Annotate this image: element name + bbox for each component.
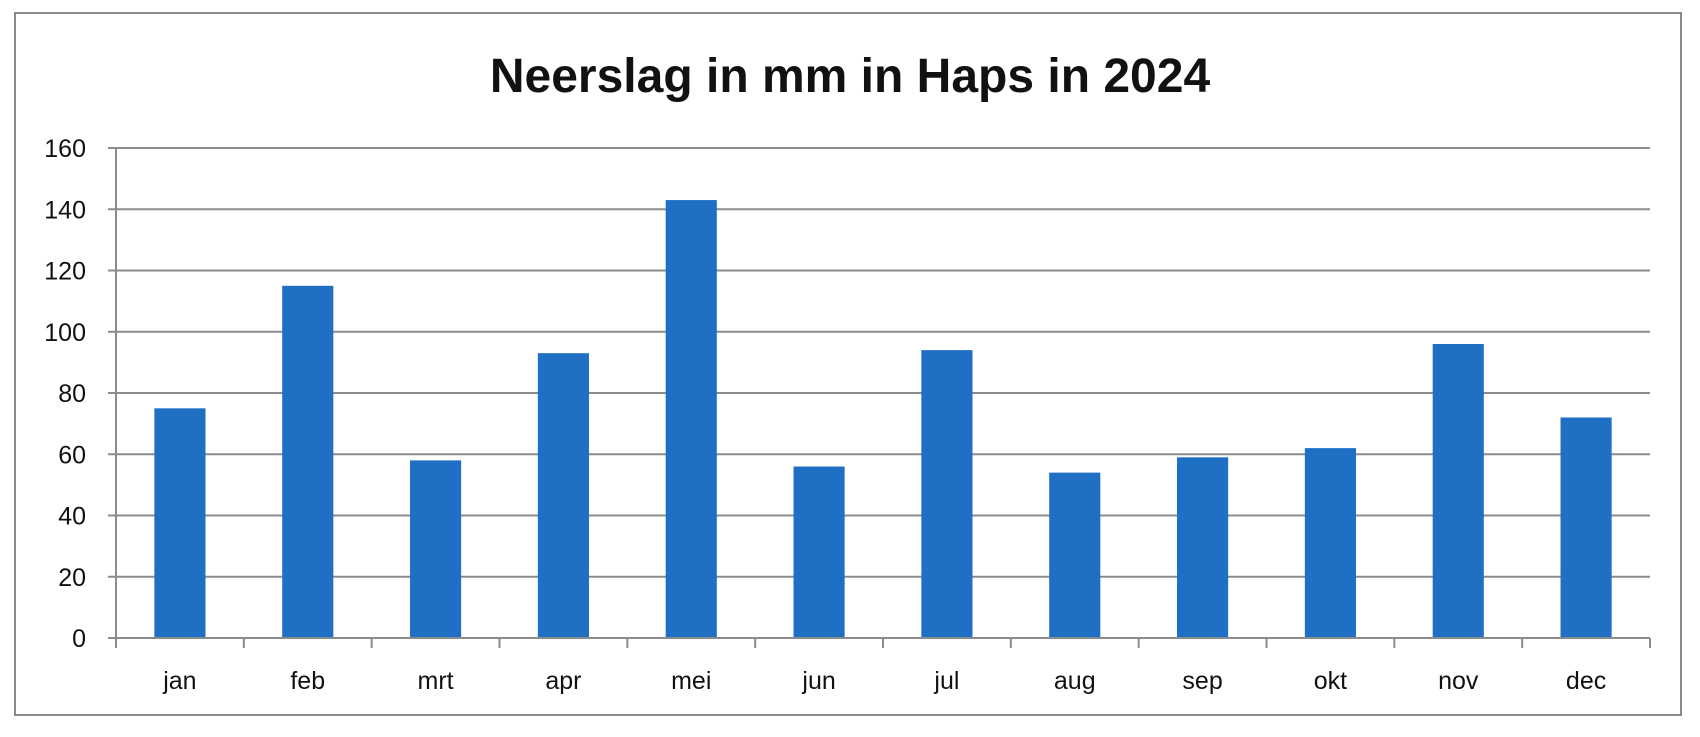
bar-jul — [921, 350, 973, 638]
chart-title: Neerslag in mm in Haps in 2024 — [490, 50, 1211, 103]
axes — [108, 147, 1651, 648]
bar-jan — [154, 408, 206, 638]
gridlines — [116, 147, 1650, 578]
bar-apr — [537, 353, 589, 638]
y-tick-label: 60 — [58, 441, 86, 469]
x-tick-label: aug — [1054, 667, 1096, 695]
y-tick-label: 140 — [44, 196, 86, 224]
bar-aug — [1049, 472, 1101, 638]
bars — [154, 200, 1612, 638]
bar-dec — [1560, 417, 1612, 638]
y-tick-label: 80 — [58, 380, 86, 408]
x-tick-labels: jan feb mrt apr mei jun jul aug sep okt nov dec — [162, 667, 1606, 695]
x-tick-label: sep — [1182, 667, 1222, 695]
x-tick-label: apr — [545, 667, 581, 695]
y-tick-label: 40 — [58, 503, 86, 531]
bar-sep — [1177, 457, 1229, 638]
y-tick-labels: 0 20 40 60 80 100 120 140 160 — [44, 135, 86, 653]
x-tick-label: dec — [1566, 667, 1606, 695]
y-tick-label: 0 — [72, 625, 86, 653]
y-tick-label: 160 — [44, 135, 86, 163]
bar-okt — [1304, 448, 1356, 638]
x-tick-label: mei — [671, 667, 711, 695]
y-tick-label: 100 — [44, 319, 86, 347]
y-tick-label: 120 — [44, 258, 86, 286]
bar-mei — [665, 200, 717, 638]
bar-nov — [1432, 344, 1484, 638]
x-tick-label: jul — [933, 667, 959, 695]
bar-jun — [793, 466, 845, 638]
x-tick-label: nov — [1438, 667, 1479, 695]
x-tick-label: jan — [162, 667, 196, 695]
x-tick-label: okt — [1314, 667, 1347, 695]
x-tick-label: feb — [290, 667, 325, 695]
x-tick-label: mrt — [418, 667, 454, 695]
bar-mrt — [410, 460, 462, 638]
bar-feb — [282, 285, 334, 638]
x-tick-label: jun — [801, 667, 835, 695]
y-tick-label: 20 — [58, 564, 86, 592]
